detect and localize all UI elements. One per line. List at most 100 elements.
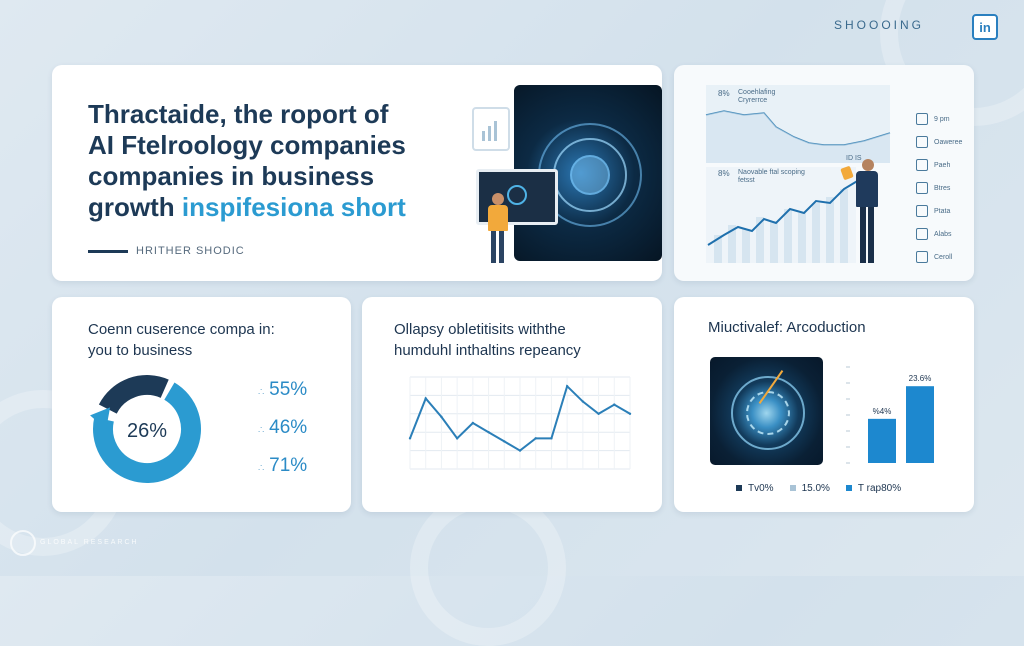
line-card: Ollapsy obletitisits withthe humduhl int…	[362, 297, 662, 512]
businessman-leg	[868, 207, 874, 263]
list-item-icon	[916, 159, 928, 171]
report-top-label: Cooehlafing	[738, 89, 776, 96]
line-card-title-line: Ollapsy obletitisits withthe	[394, 321, 566, 338]
legend-item: T rap80%	[845, 483, 902, 494]
stat-value: ∴ 46%	[258, 417, 307, 439]
chart-thumbnail-icon	[472, 107, 510, 151]
line-chart	[408, 376, 632, 470]
report-tag: ID IS	[846, 155, 862, 162]
linkedin-icon[interactable]: in	[972, 14, 998, 40]
line-card-title: Ollapsy obletitisits withthe humduhl int…	[394, 319, 654, 361]
stat-dots-icon: ∴	[258, 463, 270, 474]
bar-value-label: 23.6%	[909, 374, 932, 383]
hero-card: Thractaide, the roport of AI Ftelroology…	[52, 65, 662, 281]
stat-value-text: 71%	[269, 455, 308, 476]
bar-card: Miuctivalef: Arcoduction %4% 23.6% Tv0% 1…	[674, 297, 974, 512]
report-chart	[705, 85, 891, 263]
legend-swatch	[789, 485, 796, 492]
donut-chart: 26%	[90, 375, 201, 483]
legend-label: T rap80%	[857, 483, 902, 494]
hero-title-line: AI Ftelroology companies	[88, 130, 406, 160]
report-mid-label: fetsst	[738, 177, 755, 184]
data-point	[440, 415, 443, 419]
side-list-label: Ptata	[934, 207, 951, 215]
side-list-label: Oaweree	[934, 138, 963, 146]
side-list-item: 9 pm	[916, 113, 950, 125]
hero-ring	[570, 155, 610, 195]
businessman-body	[856, 171, 878, 207]
side-list-item: Btres	[916, 182, 950, 194]
list-item-icon	[916, 113, 928, 125]
side-list-label: Ceroll	[934, 253, 953, 261]
legend-label: Tv0%	[748, 483, 774, 494]
legend-item: Tv0%	[736, 483, 774, 494]
data-point	[503, 440, 506, 443]
report-top-label: Cryrerrce	[738, 97, 768, 104]
donut-segment-light	[93, 382, 201, 483]
hero-divider	[88, 250, 128, 253]
data-point	[455, 437, 459, 440]
presenter-leg	[499, 231, 504, 263]
tech-ring	[731, 376, 805, 450]
bar-value-label: %4%	[873, 407, 892, 416]
report-trend-area	[706, 111, 890, 163]
side-list-item: Ptata	[916, 205, 950, 217]
data-point	[581, 400, 585, 403]
monitor-illustration	[476, 169, 558, 225]
list-item-icon	[916, 205, 928, 217]
legend-swatch	[845, 485, 852, 492]
data-point	[534, 437, 537, 440]
hero-subtitle: HRITHER SHODIC	[136, 245, 245, 257]
businessman-head	[862, 159, 874, 171]
data-point	[550, 437, 553, 440]
side-list-label: Alabs	[934, 230, 952, 238]
tech-ring	[746, 391, 790, 435]
hero-title-line: companies in business	[88, 161, 375, 191]
hero-title-line: Thractaide, the roport of	[88, 99, 389, 129]
donut-card-title: Coenn cuserence compa in: you to busines…	[88, 319, 338, 361]
data-point	[565, 385, 569, 388]
globe-icon	[507, 185, 527, 205]
data-point	[628, 412, 632, 415]
side-list-item: Alabs	[916, 228, 952, 240]
tech-illustration	[710, 357, 823, 465]
line-card-title-line: humduhl inthaltins repeancy	[394, 342, 581, 359]
report-mid-label: Naovable ftal scoping	[738, 169, 805, 176]
data-point	[487, 431, 490, 434]
side-list-label: 9 pm	[934, 115, 950, 123]
presenter-head	[492, 193, 504, 205]
stat-value: ∴ 71%	[258, 455, 307, 477]
data-point	[408, 437, 412, 440]
presenter-body	[488, 205, 508, 231]
background-decoration	[410, 490, 566, 646]
list-item-icon	[916, 228, 928, 240]
stat-value: ∴ 55%	[258, 379, 307, 401]
data-point	[518, 449, 522, 452]
donut-arrow-icon	[90, 407, 111, 430]
data-point	[613, 403, 616, 406]
side-list-item: Oaweree	[916, 136, 962, 148]
report-mid-pct: 8%	[718, 169, 730, 178]
stat-value-text: 55%	[269, 379, 308, 400]
side-list-item: Ceroll	[916, 251, 952, 263]
footer-text: GLOBAL RESEARCH	[40, 539, 139, 546]
data-point	[424, 397, 427, 400]
brand-name: SHOOOING	[833, 18, 924, 32]
data-point	[471, 421, 475, 425]
donut-card: Coenn cuserence compa in: you to busines…	[52, 297, 351, 512]
hero-title-line: growth	[88, 192, 182, 222]
businessman-leg	[860, 207, 866, 263]
legend-item: 15.0%	[789, 483, 830, 494]
donut-center-value: 26%	[127, 420, 167, 442]
report-card: 8% Cooehlafing Cryrerrce 8% Naovable fta…	[674, 65, 974, 281]
side-list-label: Btres	[934, 184, 951, 192]
side-list-item: Paeh	[916, 159, 950, 171]
hero-title: Thractaide, the roport of AI Ftelroology…	[88, 99, 448, 223]
stat-value-text: 46%	[269, 417, 308, 438]
bar	[906, 386, 934, 463]
list-item-icon	[916, 251, 928, 263]
report-growth-line	[707, 176, 865, 246]
bar-legend: Tv0% 15.0% T rap80%	[736, 483, 901, 494]
donut-segment-dark	[98, 375, 169, 415]
report-bars	[714, 189, 848, 263]
